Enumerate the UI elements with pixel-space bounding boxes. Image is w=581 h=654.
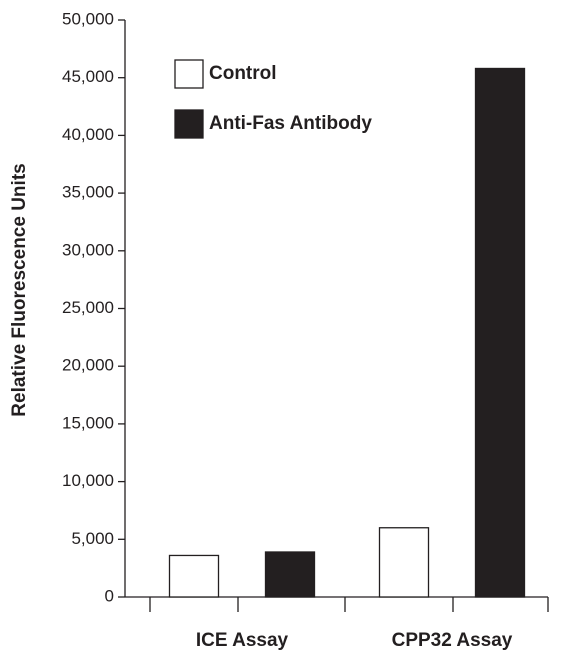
x-tick-label: CPP32 Assay	[392, 630, 513, 651]
legend-swatch	[174, 59, 204, 89]
y-tick-label: 0	[105, 586, 114, 605]
y-tick-label: 35,000	[62, 183, 114, 202]
y-tick-label: 10,000	[62, 471, 114, 490]
y-tick-label: 50,000	[62, 9, 114, 28]
y-tick-label: 45,000	[62, 67, 114, 86]
bar	[168, 554, 220, 598]
bar	[474, 67, 526, 598]
y-axis-label: Relative Fluorescence Units	[9, 163, 30, 416]
legend-label: Anti-Fas Antibody	[209, 113, 372, 134]
bar	[264, 551, 316, 598]
x-tick-label: ICE Assay	[196, 630, 289, 651]
y-tick-label: 5,000	[71, 529, 114, 548]
y-tick-label: 40,000	[62, 125, 114, 144]
legend-swatch	[174, 109, 204, 139]
legend-label: Control	[209, 63, 277, 84]
y-tick-label: 30,000	[62, 240, 114, 259]
y-tick-label: 15,000	[62, 413, 114, 432]
y-tick-label: 25,000	[62, 298, 114, 317]
y-tick-label: 20,000	[62, 356, 114, 375]
bar	[378, 527, 430, 598]
